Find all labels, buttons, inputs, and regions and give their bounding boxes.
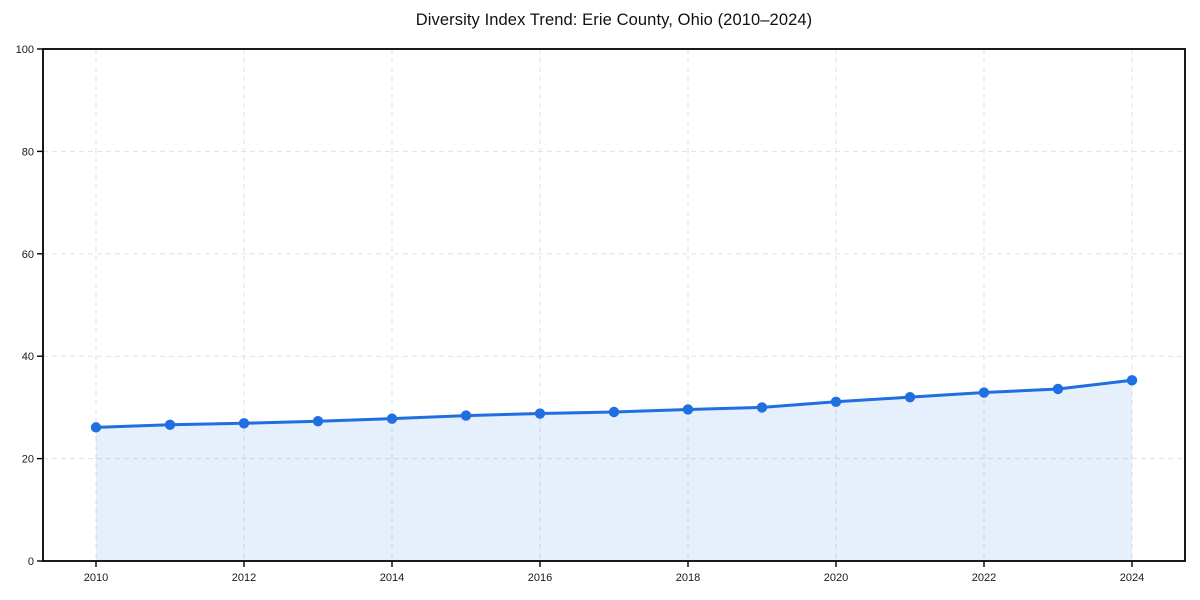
data-point <box>1126 375 1138 386</box>
y-tick-label: 0 <box>28 556 34 568</box>
data-point <box>756 402 768 413</box>
data-point <box>238 418 250 429</box>
y-tick-label: 20 <box>22 454 34 466</box>
x-tick-label: 2012 <box>232 572 256 584</box>
data-point <box>608 406 620 418</box>
x-tick-label: 2014 <box>380 572 404 584</box>
x-tick-label: 2016 <box>528 572 552 584</box>
x-tick-label: 2010 <box>84 572 108 584</box>
x-tick-label: 2022 <box>972 572 996 584</box>
data-point <box>164 419 176 431</box>
data-point <box>830 396 842 407</box>
x-tick-label: 2018 <box>676 572 700 584</box>
x-tick-label: 2024 <box>1120 572 1144 584</box>
data-point <box>904 391 916 403</box>
data-point <box>90 422 102 433</box>
y-tick-label: 60 <box>22 249 34 261</box>
chart-title: Diversity Index Trend: Erie County, Ohio… <box>415 11 813 29</box>
plot-box-spines <box>42 48 1186 562</box>
data-point <box>534 408 546 419</box>
data-point <box>460 410 472 421</box>
y-tick-label: 40 <box>22 351 34 363</box>
data-point <box>682 404 694 415</box>
data-point <box>1052 383 1064 395</box>
x-tick-label: 2020 <box>824 572 848 584</box>
data-point <box>386 413 398 424</box>
data-point <box>978 387 990 398</box>
area-fill <box>96 380 1132 561</box>
data-point <box>312 416 324 427</box>
y-tick-label: 100 <box>16 44 34 56</box>
y-tick-label: 80 <box>22 146 34 158</box>
